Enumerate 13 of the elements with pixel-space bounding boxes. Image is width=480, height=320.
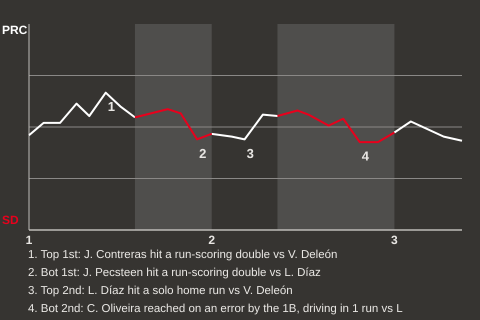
text: 2. Bot 1st: J. Pecsteen hit a run-scoring double vs L. Díaz <box>28 267 322 279</box>
annotation: 4 <box>362 148 370 164</box>
annotation: 1 <box>108 99 115 114</box>
text: PRC <box>2 23 28 37</box>
text: 1. Top 1st: J. Contreras hit a run-scoring double vs V. Deleón <box>28 249 338 261</box>
x-tick-label: 1 <box>26 233 33 247</box>
x-tick-label: 3 <box>391 233 398 247</box>
text: 4. Bot 2nd: C. Oliveira reached on an error by the 1B, driving in 1 run vs L <box>28 303 404 315</box>
text: 3. Top 2nd: L. Díaz hit a solo home run vs V. Deleón <box>28 285 293 297</box>
x-tick-label: 2 <box>208 233 216 247</box>
annotation: 3 <box>246 146 254 161</box>
annotation: 2 <box>199 146 206 161</box>
text: SD <box>2 213 20 227</box>
